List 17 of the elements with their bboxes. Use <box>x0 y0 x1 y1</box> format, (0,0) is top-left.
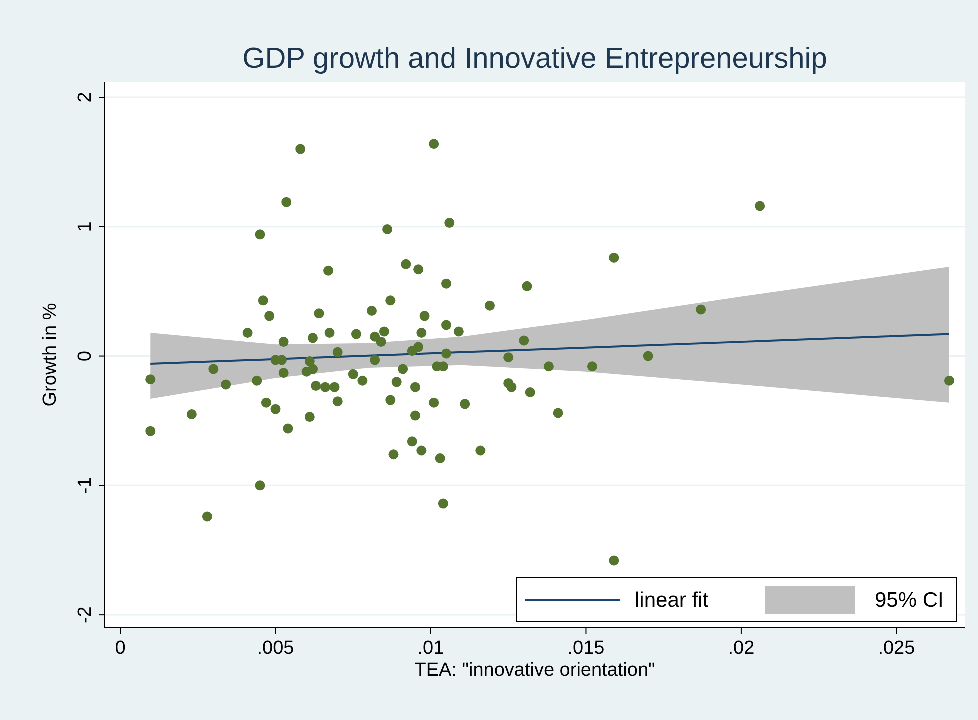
x-tick-label: .02 <box>728 638 755 659</box>
y-tick-label: 1 <box>75 222 96 232</box>
chart-title: GDP growth and Innovative Entrepreneurship <box>242 43 828 75</box>
x-tick-label: .025 <box>878 638 916 659</box>
x-tick-label: .015 <box>568 638 605 659</box>
legend-label: linear fit <box>635 589 709 612</box>
x-axis-title: TEA: "innovative orientation" <box>414 660 656 681</box>
y-tick-label: 0 <box>75 351 96 362</box>
annotation: 95% CI <box>875 589 944 612</box>
x-tick-label: .01 <box>418 638 444 659</box>
x-tick-label: .005 <box>257 638 294 659</box>
line-series <box>150 333 950 366</box>
y-tick-label: -1 <box>75 477 96 494</box>
y-tick-label: -2 <box>75 606 96 624</box>
y-tick-label: 2 <box>75 92 96 103</box>
x-tick-label: 0 <box>115 638 126 659</box>
y-axis-title: Growth in % <box>40 303 61 407</box>
